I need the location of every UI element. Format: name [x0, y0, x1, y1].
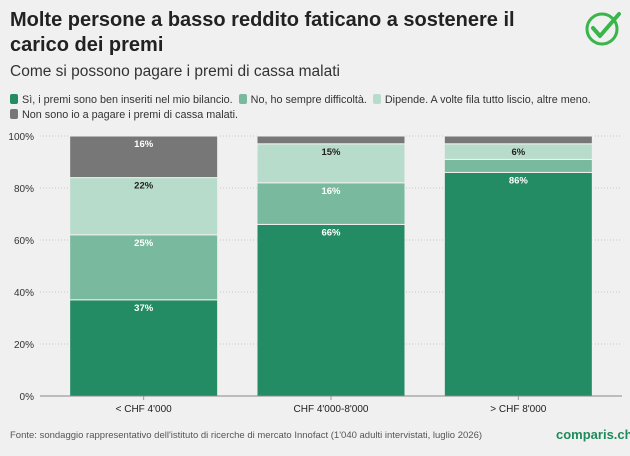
- chart-legend: Sì, i premi sono ben inseriti nel mio bi…: [10, 93, 620, 123]
- legend-item-1: Sì, i premi sono ben inseriti nel mio bi…: [10, 93, 233, 108]
- data-label: 16%: [321, 186, 341, 197]
- bar-segment: [69, 299, 219, 397]
- legend-item-2: No, ho sempre difficoltà.: [238, 93, 367, 108]
- bar-segment: [256, 135, 406, 145]
- stacked-bar-chart: 0% 20% 40% 60% 80% 100% 37% 25% 22% 16% < CHF 4'00…: [8, 132, 622, 415]
- y-tick-label: 80%: [14, 184, 34, 195]
- data-label: 22%: [134, 181, 154, 192]
- y-tick-label: 20%: [14, 340, 34, 351]
- chart-title: Molte persone a basso reddito faticano a…: [10, 9, 515, 56]
- bar-segment: [256, 182, 406, 225]
- y-tick-label: 40%: [14, 288, 34, 299]
- data-label: 25%: [134, 238, 154, 249]
- bar-segment: [443, 171, 593, 397]
- brand-logo: comparis.ch: [556, 427, 630, 442]
- legend-swatch: [238, 94, 247, 104]
- legend-item-4: Non sono io a pagare i premi di cassa ma…: [10, 108, 238, 123]
- source-note: Fonte: sondaggio rappresentativo dell'is…: [10, 430, 483, 441]
- legend-swatch: [10, 94, 18, 104]
- chart-subtitle: Come si possono pagare i premi di cassa …: [10, 63, 340, 80]
- data-label: 37%: [134, 303, 154, 314]
- bar-segment: [69, 135, 219, 179]
- data-label: 16%: [134, 139, 154, 150]
- data-label: 66%: [321, 227, 341, 238]
- legend-label: Dipende. A volte fila tutto liscio, altr…: [384, 94, 591, 106]
- bar-segment: [443, 158, 593, 173]
- bar-segment: [69, 234, 219, 301]
- legend-label: Sì, i premi sono ben inseriti nel mio bi…: [22, 94, 233, 106]
- x-tick-label: < CHF 4'000: [116, 404, 173, 415]
- bar-segment: [256, 223, 406, 397]
- bar-segment: [256, 143, 406, 184]
- legend-label: No, ho sempre difficoltà.: [250, 94, 367, 106]
- legend-label: Non sono io a pagare i premi di cassa ma…: [22, 109, 239, 121]
- y-tick-label: 100%: [8, 132, 34, 143]
- check-circle-icon: [585, 12, 621, 46]
- legend-item-3: Dipende. A volte fila tutto liscio, altr…: [372, 93, 591, 108]
- bar-segment: [443, 135, 593, 145]
- data-label: 86%: [509, 175, 529, 186]
- y-tick-label: 60%: [14, 236, 34, 247]
- x-tick-label: CHF 4'000-8'000: [294, 404, 369, 415]
- legend-swatch: [372, 94, 381, 104]
- data-label: 15%: [321, 147, 341, 158]
- data-label: 6%: [511, 147, 525, 158]
- x-tick-label: > CHF 8'000: [490, 404, 547, 415]
- legend-swatch: [10, 109, 18, 119]
- y-tick-label: 0%: [20, 392, 35, 403]
